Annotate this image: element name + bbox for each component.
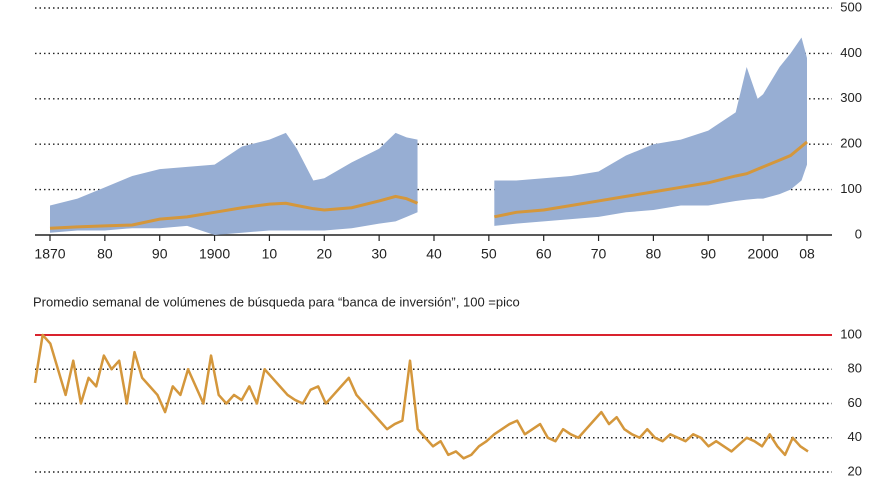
x-tick-label: 1900 bbox=[199, 246, 230, 262]
x-tick-label: 70 bbox=[591, 246, 607, 262]
y-tick-label: 300 bbox=[840, 90, 862, 105]
x-tick-label: 50 bbox=[481, 246, 497, 262]
line bbox=[494, 140, 808, 219]
x-tick-label: 60 bbox=[536, 246, 552, 262]
y-tick-label: 400 bbox=[840, 45, 862, 60]
y-tick-label: 0 bbox=[855, 226, 862, 241]
band-area bbox=[494, 37, 807, 226]
y-tick-label: 200 bbox=[840, 136, 862, 151]
x-tick-label: 90 bbox=[152, 246, 168, 262]
x-tick-label: 1870 bbox=[34, 246, 65, 262]
x-tick-label: 90 bbox=[700, 246, 716, 262]
x-tick-label: 10 bbox=[262, 246, 278, 262]
y-tick-label: 60 bbox=[848, 395, 862, 410]
y-tick-label: 20 bbox=[848, 463, 862, 478]
y-tick-label: 100 bbox=[840, 181, 862, 196]
line bbox=[49, 194, 419, 230]
y-tick-label: 80 bbox=[848, 361, 862, 376]
band-area bbox=[50, 132, 418, 235]
x-tick-label: 08 bbox=[799, 246, 815, 262]
y-tick-label: 40 bbox=[848, 429, 862, 444]
x-tick-label: 80 bbox=[646, 246, 662, 262]
x-tick-label: 2000 bbox=[748, 246, 779, 262]
y-tick-label: 500 bbox=[840, 0, 862, 14]
chart-subtitle: Promedio semanal de volúmenes de búsqued… bbox=[33, 294, 520, 309]
x-tick-label: 40 bbox=[426, 246, 442, 262]
line bbox=[33, 333, 809, 460]
y-tick-label: 100 bbox=[840, 326, 862, 341]
x-tick-label: 30 bbox=[371, 246, 387, 262]
x-tick-label: 20 bbox=[316, 246, 332, 262]
x-tick-label: 80 bbox=[97, 246, 113, 262]
